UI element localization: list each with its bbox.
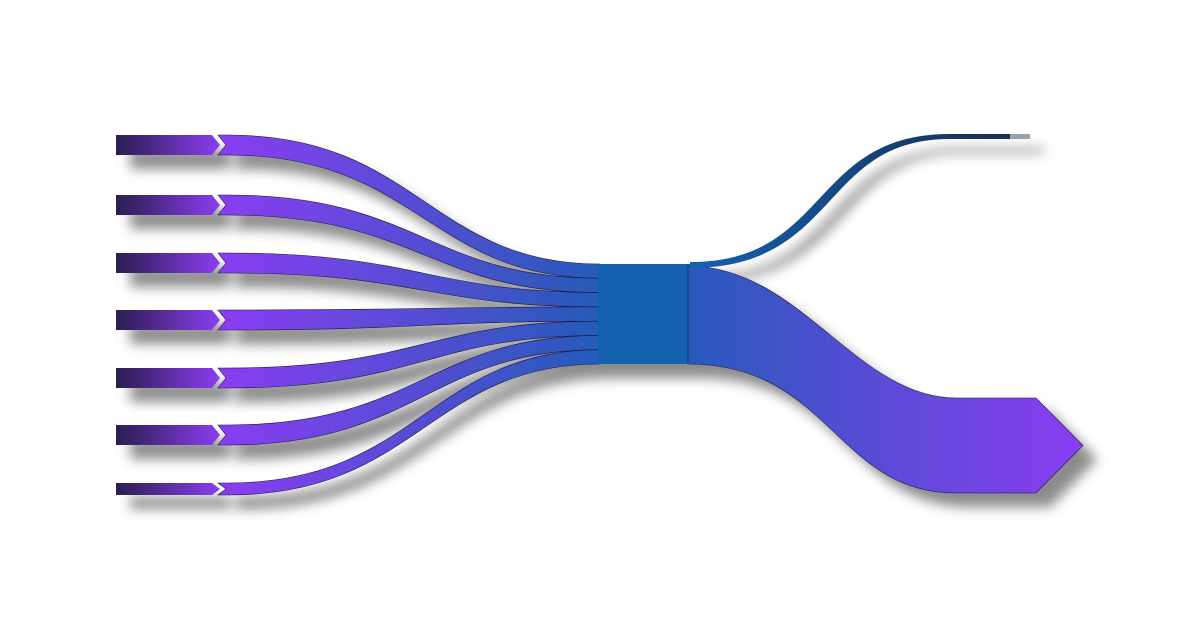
- source-link: [217, 349, 601, 496]
- source-node: [116, 310, 220, 330]
- source-node: [116, 135, 220, 155]
- source-node: [116, 425, 220, 445]
- target-node-main: [687, 265, 1084, 494]
- hub-node: [598, 264, 690, 364]
- target-link-minor: [690, 134, 1010, 268]
- source-link: [217, 320, 601, 389]
- source-node: [116, 253, 220, 273]
- target-node-minor: [1010, 134, 1030, 139]
- source-node: [116, 483, 220, 495]
- source-node: [116, 195, 220, 215]
- source-node: [116, 368, 220, 388]
